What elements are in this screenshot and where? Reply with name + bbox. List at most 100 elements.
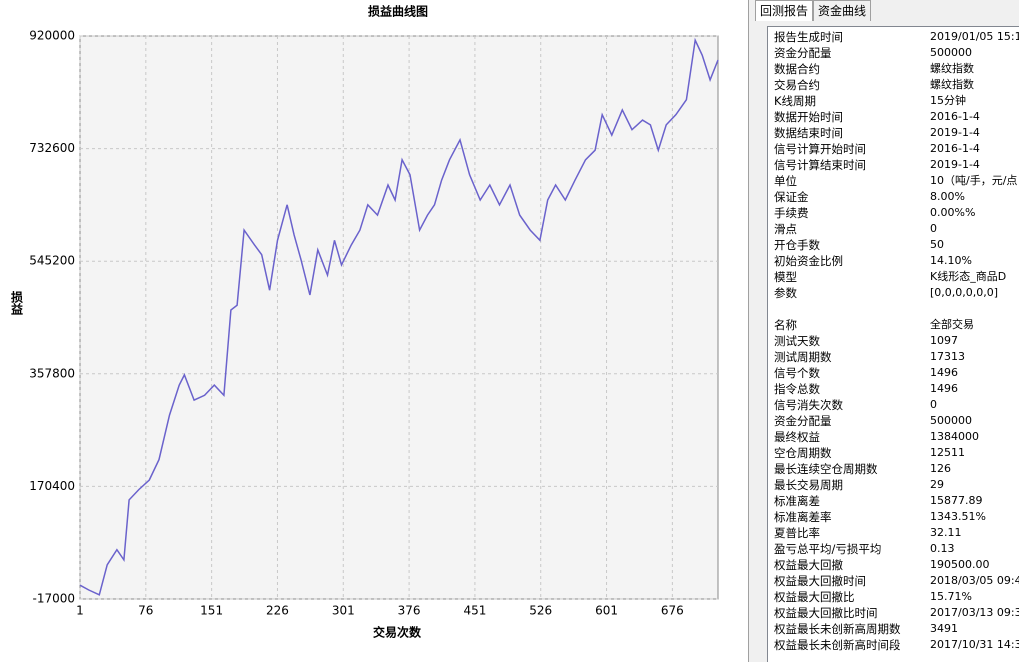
x-axis-label: 交易次数 [373, 625, 422, 640]
field-label: 权益最长未创新高时间段 [774, 638, 901, 652]
field-label: 数据开始时间 [774, 110, 843, 124]
report-row: 权益最大回撤比时间 2017/03/13 09:30 [774, 605, 1019, 621]
field-value: 17313 [930, 350, 965, 363]
report-row: 标准离差 15877.89 [774, 493, 983, 509]
field-value: 0 [930, 398, 937, 411]
field-label: 测试天数 [774, 334, 820, 348]
field-label: 参数 [774, 286, 797, 300]
report-row: 模型 K线形态_商品D [774, 269, 1006, 285]
x-tick-label: 601 [595, 604, 618, 618]
field-value: 14.10% [930, 254, 972, 267]
field-label: 资金分配量 [774, 46, 832, 60]
field-value: 1343.51% [930, 510, 986, 523]
field-value: 32.11 [930, 526, 962, 539]
report-row: 权益最长未创新高时间段 2017/10/31 14:30 [774, 637, 1019, 653]
report-row: 数据合约 螺纹指数 [774, 61, 974, 77]
report-row: 单位 10（吨/手，元/点 [774, 173, 1017, 189]
field-value: 1496 [930, 366, 958, 379]
field-label: 最终权益 [774, 430, 820, 444]
report-row: 保证金 8.00% [774, 189, 965, 205]
field-value: 500000 [930, 46, 972, 59]
field-value: 12511 [930, 446, 965, 459]
field-label: 权益最大回撤比 [774, 590, 855, 604]
field-label: 信号个数 [774, 366, 820, 380]
field-label: 开仓手数 [774, 238, 820, 252]
equity-line [79, 37, 719, 596]
report-panel: 回测报告 资金曲线 报告生成时间 2019/01/05 15:12 资金分配量 5000… [748, 0, 1019, 662]
report-row: 最终权益 1384000 [774, 429, 979, 445]
tab[interactable]: 资金曲线 [813, 0, 872, 21]
report-row: 资金分配量 500000 [774, 45, 972, 61]
field-label: 初始资金比例 [774, 254, 843, 268]
field-value: 0.00%% [930, 206, 976, 219]
tabs: 回测报告 资金曲线 [755, 0, 872, 21]
chart-title: 损益曲线图 [368, 4, 428, 19]
chart: 损益曲线图 交易次数 损益 -17000 170400 357800 545200 73… [10, 4, 719, 640]
field-value: 2016-1-4 [930, 142, 980, 155]
field-label: 空仓周期数 [774, 446, 832, 460]
y-axis-label: 损益 [10, 290, 24, 316]
x-tick-label: 451 [463, 604, 486, 618]
field-label: 数据合约 [774, 62, 820, 76]
field-label: 信号计算开始时间 [774, 142, 866, 156]
report-row: 信号计算结束时间 2019-1-4 [774, 157, 980, 173]
y-tick-label: -17000 [32, 592, 75, 606]
field-value: 500000 [930, 414, 972, 427]
field-label: 标准离差率 [774, 510, 832, 524]
field-label: 标准离差 [774, 494, 820, 508]
report-row: 数据结束时间 2019-1-4 [774, 125, 980, 141]
field-label: 权益最大回撤 [774, 558, 843, 572]
report-row: 权益最大回撤 190500.00 [774, 557, 990, 573]
report-row: 测试天数 1097 [774, 333, 958, 349]
x-tick-label: 226 [266, 604, 289, 618]
report-row: 测试周期数 17313 [774, 349, 965, 365]
y-tick-label: 170400 [29, 479, 75, 493]
y-tick-label: 920000 [29, 29, 75, 43]
field-label: 指令总数 [774, 382, 820, 396]
report-row: 报告生成时间 2019/01/05 15:12 [774, 29, 1019, 45]
plot-area [79, 35, 719, 600]
field-value: 0.13 [930, 542, 955, 555]
field-label: 最长连续空仓周期数 [774, 462, 878, 476]
report-row: 空仓周期数 12511 [774, 445, 965, 461]
field-label: 信号消失次数 [774, 398, 843, 412]
field-value: 8.00% [930, 190, 965, 203]
field-value: 29 [930, 478, 944, 491]
tab[interactable]: 回测报告 [755, 0, 814, 21]
field-value: [0,0,0,0,0,0] [930, 286, 999, 299]
report-row: 信号个数 1496 [774, 365, 958, 381]
field-value: 1496 [930, 382, 958, 395]
x-tick-label: 676 [661, 604, 684, 618]
field-label: 测试周期数 [774, 350, 832, 364]
field-label: 报告生成时间 [774, 30, 843, 44]
report-row: 手续费 0.00%% [774, 205, 975, 221]
field-label: 交易合约 [774, 78, 820, 92]
field-value: 2019-1-4 [930, 158, 980, 171]
field-label: 手续费 [774, 206, 809, 220]
field-value: 全部交易 [930, 318, 974, 331]
report-row: 滑点 0 [774, 221, 937, 237]
report-row: 初始资金比例 14.10% [774, 253, 972, 269]
field-label: K线周期 [774, 94, 817, 108]
x-tick-label: 76 [138, 604, 153, 618]
field-label: 最长交易周期 [774, 478, 843, 492]
field-label: 资金分配量 [774, 414, 832, 428]
x-tick-label: 1 [76, 604, 84, 618]
field-value: K线形态_商品D [930, 270, 1007, 283]
field-value: 10（吨/手，元/点 [930, 174, 1018, 187]
y-tick-label: 357800 [29, 366, 75, 380]
field-label: 数据结束时间 [774, 126, 843, 140]
field-value: 2019-1-4 [930, 126, 980, 139]
report-row: 权益最大回撤比 15.71% [774, 589, 972, 605]
field-value: 15877.89 [930, 494, 983, 507]
report-row: 权益最大回撤时间 2018/03/05 09:45 [774, 573, 1019, 589]
report-row: 交易合约 螺纹指数 [774, 77, 974, 93]
field-label: 信号计算结束时间 [774, 158, 866, 172]
field-value: 3491 [930, 622, 958, 635]
field-label: 权益最大回撤时间 [774, 574, 866, 588]
field-value: 2018/03/05 09:45 [930, 574, 1019, 587]
field-value: 2017/10/31 14:30 [930, 638, 1019, 651]
report-list: 报告生成时间 2019/01/05 15:12 资金分配量 500000 数据合约 螺纹指… [767, 26, 1019, 662]
report-row: 最长连续空仓周期数 126 [774, 461, 951, 477]
